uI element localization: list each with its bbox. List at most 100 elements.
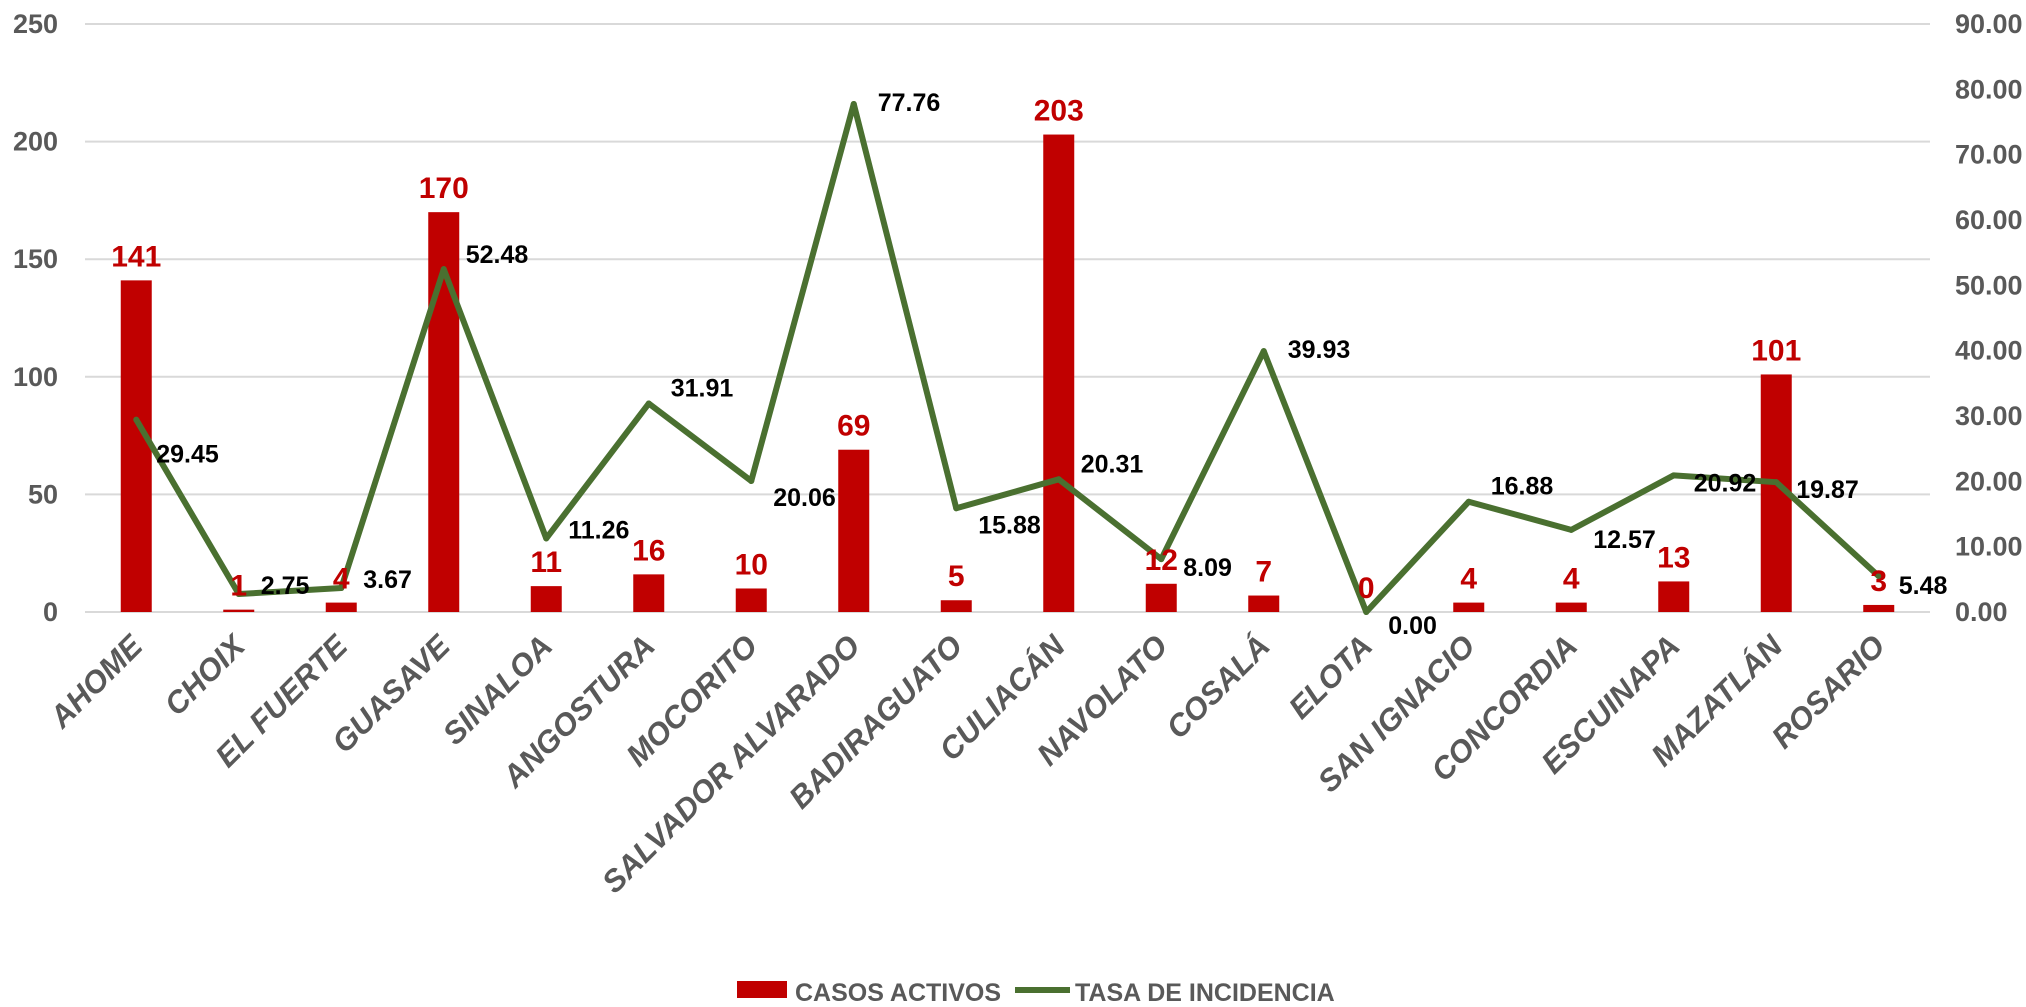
y-left-tick-label: 150 — [13, 244, 58, 274]
x-category-label: CHOIX — [158, 627, 254, 723]
bar-data-label: 7 — [1255, 556, 1272, 589]
line-data-label: 11.26 — [568, 516, 629, 544]
bar — [1248, 595, 1280, 612]
line-point — [1568, 526, 1575, 533]
y-right-tick-label: 50.00 — [1955, 270, 2023, 300]
line-point — [1465, 498, 1472, 505]
line-data-label: 39.93 — [1288, 336, 1351, 364]
line-data-label: 12.57 — [1593, 526, 1656, 554]
bar-data-label: 12 — [1145, 544, 1178, 577]
bar-data-label: 3 — [1870, 565, 1887, 598]
line-data-label: 5.48 — [1899, 572, 1948, 600]
line-point — [1773, 479, 1780, 486]
legend-bar-label: CASOS ACTIVOS — [795, 979, 1001, 1007]
bar-data-label: 11 — [530, 546, 562, 579]
y-right-tick-label: 60.00 — [1955, 205, 2023, 235]
y-left-tick-label: 0 — [43, 597, 58, 627]
line-point — [1363, 609, 1370, 615]
bar-data-label: 141 — [111, 240, 161, 273]
legend-bar-swatch — [737, 981, 787, 998]
bar-data-label: 5 — [948, 560, 965, 593]
incidence-line — [133, 100, 1881, 615]
bar-data-label: 203 — [1034, 95, 1084, 128]
y-left-tick-label: 250 — [13, 9, 58, 39]
line-point — [1055, 476, 1062, 483]
line-point — [1260, 348, 1267, 355]
bar — [633, 574, 665, 612]
line-data-label: 77.76 — [878, 89, 941, 117]
bar — [1145, 583, 1177, 612]
bar-data-label: 4 — [333, 563, 350, 596]
line-data-label: 20.06 — [773, 484, 836, 512]
line-data-label: 19.87 — [1796, 476, 1859, 504]
line-point — [953, 505, 960, 512]
bar-series — [120, 134, 1895, 612]
y-left-tick-label: 100 — [13, 362, 58, 392]
bar — [838, 449, 870, 612]
x-category-label: ROSARIO — [1765, 628, 1892, 755]
bar — [1863, 604, 1895, 612]
bar — [530, 586, 562, 612]
y-left-tick-label: 50 — [28, 479, 58, 509]
bar — [735, 588, 767, 612]
bar — [120, 280, 152, 612]
y-right-tick-label: 20.00 — [1955, 466, 2023, 496]
bar-data-label: 170 — [419, 172, 469, 205]
y-right-tick-label: 30.00 — [1955, 401, 2023, 431]
line-point — [850, 100, 857, 107]
line-data-label: 52.48 — [466, 241, 529, 269]
bar-data-label: 101 — [1751, 334, 1801, 367]
y-axis-right: 0.00 10.00 20.00 30.00 40.00 50.00 60.00 70.00 8… — [1955, 9, 2023, 627]
x-category-label: COSALÁ — [1159, 628, 1276, 745]
line-data-label: 20.92 — [1694, 469, 1757, 497]
line-point — [133, 416, 140, 423]
line-point — [235, 591, 242, 598]
line-data-label: 8.09 — [1183, 554, 1232, 582]
line-data-label: 15.88 — [978, 511, 1041, 539]
bar — [1043, 134, 1075, 612]
line-point — [748, 477, 755, 484]
line-point — [543, 535, 550, 542]
line-data-labels: 29.452.75 3.6752.4811.2631.9120.0677.7615… — [156, 89, 1947, 640]
bar-data-label: 16 — [632, 534, 665, 567]
bar-data-label: 1 — [230, 570, 247, 603]
line-data-label: 29.45 — [156, 441, 219, 469]
bar — [325, 602, 357, 612]
bar — [1453, 602, 1485, 612]
line-data-label: 0.00 — [1388, 612, 1437, 640]
x-category-label: BADIRAGUATO — [782, 628, 969, 815]
line-point — [1875, 573, 1882, 580]
bar — [940, 600, 972, 612]
y-right-tick-label: 70.00 — [1955, 140, 2023, 170]
y-right-tick-label: 0.00 — [1955, 597, 2008, 627]
bar-data-labels: 141 1 4 170 11 16 10 69 5 203 12 7 0 4 4 13 101 3 — [111, 95, 1887, 605]
bar — [223, 609, 255, 612]
bar-data-label: 0 — [1358, 572, 1375, 605]
line-data-label: 20.31 — [1081, 450, 1144, 478]
y-right-tick-label: 90.00 — [1955, 9, 2023, 39]
x-category-label: AHOME — [42, 627, 150, 735]
line-point — [440, 266, 447, 273]
legend: CASOS ACTIVOS TASA DE INCIDENCIA — [737, 979, 1335, 1007]
legend-line-label: TASA DE INCIDENCIA — [1075, 979, 1335, 1007]
line-point — [338, 585, 345, 592]
line-data-label: 31.91 — [671, 375, 734, 403]
y-right-tick-label: 10.00 — [1955, 532, 2023, 562]
gridlines — [85, 23, 1930, 613]
line-data-label: 2.75 — [261, 572, 310, 600]
bar — [1658, 581, 1690, 612]
line-data-label: 16.88 — [1491, 473, 1554, 501]
line-series — [133, 100, 1882, 615]
bar — [1555, 602, 1587, 612]
bar-data-label: 10 — [735, 548, 768, 581]
line-point — [645, 400, 652, 407]
bar-data-label: 4 — [1460, 563, 1477, 596]
y-right-tick-label: 40.00 — [1955, 336, 2023, 366]
y-right-tick-label: 80.00 — [1955, 74, 2023, 104]
x-category-label: ELOTA — [1282, 628, 1379, 725]
line-point — [1158, 556, 1165, 563]
y-left-tick-label: 200 — [13, 127, 58, 157]
y-axis-left: 0 50 100 150 200 250 — [13, 9, 58, 627]
